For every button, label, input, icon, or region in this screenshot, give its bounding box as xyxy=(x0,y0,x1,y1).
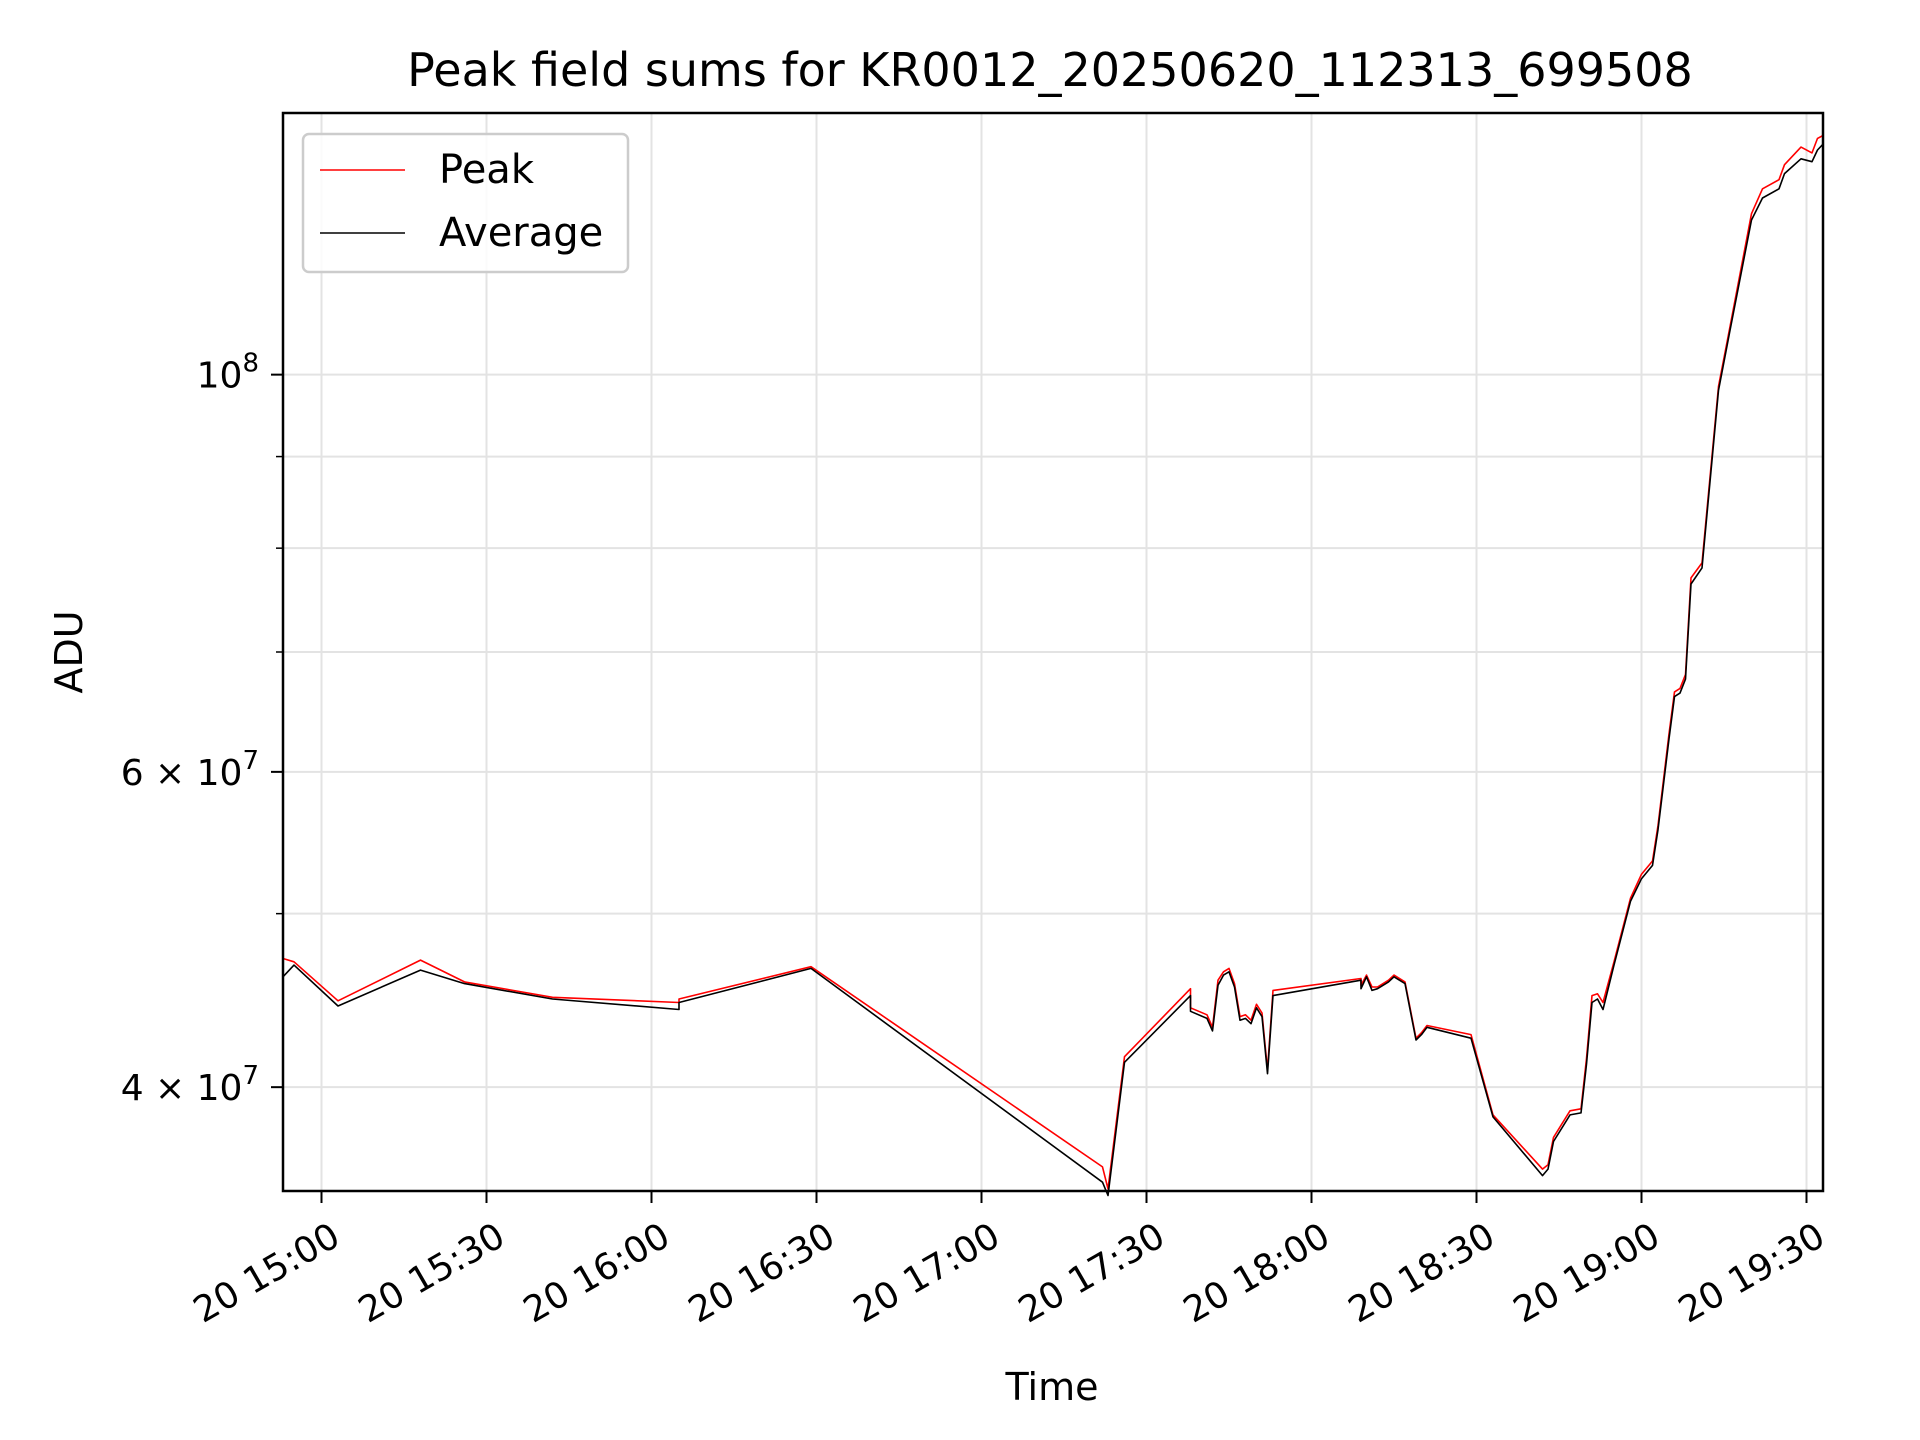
y-tick-label: 6 × 107 xyxy=(121,746,259,794)
legend-label-average: Average xyxy=(439,210,603,256)
series-line-average xyxy=(282,143,1824,1197)
grid xyxy=(283,113,1823,1191)
y-tick-label-exponent: 8 xyxy=(242,349,259,379)
y-tick-label-exponent: 7 xyxy=(242,1061,259,1091)
y-tick-label: 4 × 107 xyxy=(121,1061,259,1109)
y-tick-label-base: 10 xyxy=(197,356,243,397)
legend-box xyxy=(301,132,630,274)
series-lines xyxy=(282,134,1824,1197)
y-tick-label-base: 6 × 10 xyxy=(121,753,243,794)
legend-label-peak: Peak xyxy=(439,147,535,193)
legend: Peak Average xyxy=(301,132,630,274)
y-tick-label-exponent: 7 xyxy=(242,746,259,776)
y-tick-label: 108 xyxy=(197,349,259,397)
y-tick-label-base: 4 × 10 xyxy=(121,1068,243,1109)
x-axis-label: Time xyxy=(1005,1365,1099,1409)
y-axis-label: ADU xyxy=(47,610,91,693)
chart-title: Peak field sums for KR0012_20250620_1123… xyxy=(407,43,1693,97)
